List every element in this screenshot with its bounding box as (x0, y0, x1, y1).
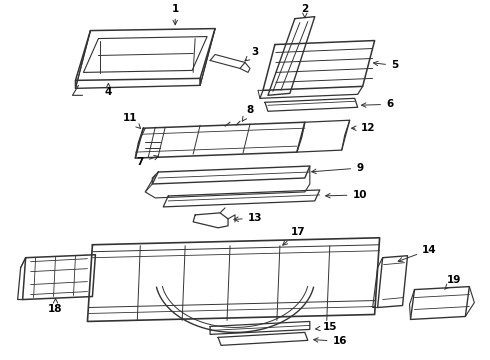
Text: 8: 8 (242, 105, 254, 121)
Text: 15: 15 (316, 323, 337, 332)
Text: 5: 5 (373, 60, 398, 71)
Text: 19: 19 (444, 275, 462, 289)
Text: 11: 11 (123, 113, 141, 129)
Text: 4: 4 (105, 84, 112, 97)
Text: 9: 9 (312, 163, 363, 174)
Text: 2: 2 (301, 4, 308, 18)
Text: 6: 6 (362, 99, 393, 109)
Text: 3: 3 (245, 48, 259, 61)
Text: 10: 10 (326, 190, 367, 200)
Text: 12: 12 (351, 123, 375, 133)
Text: 16: 16 (314, 336, 347, 346)
Text: 17: 17 (283, 227, 305, 245)
Text: 7: 7 (137, 156, 159, 167)
Text: 1: 1 (172, 4, 179, 25)
Text: 14: 14 (398, 245, 437, 262)
Text: 18: 18 (49, 298, 63, 315)
Text: 13: 13 (234, 213, 262, 223)
